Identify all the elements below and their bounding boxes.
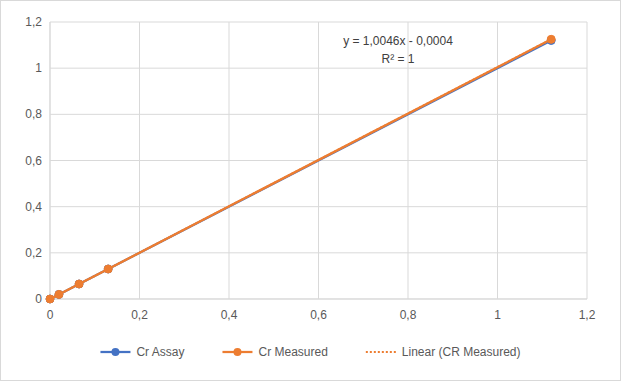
series-line	[50, 39, 551, 299]
y-tick-label: 0,6	[25, 154, 42, 168]
legend-marker	[111, 348, 119, 356]
x-tick-label: 0,2	[131, 308, 148, 322]
x-tick-label: 0,4	[221, 308, 238, 322]
y-tick-label: 0,4	[25, 200, 42, 214]
y-grid-line	[50, 68, 587, 69]
legend: Cr Assay Cr Measured Linear (CR Measured)	[100, 345, 520, 359]
chart-border	[1, 1, 621, 381]
y-tick-label: 1	[35, 61, 42, 75]
annotation: R² = 1	[381, 52, 414, 66]
series-marker	[55, 290, 63, 298]
legend-key	[366, 351, 396, 353]
axes: 0 0,2 0,4 0,6 0,8 1 1,2 0 0,2 0,4 0,6 0,8 1 1,2	[25, 15, 595, 322]
grid	[50, 22, 587, 299]
y-grid-line	[50, 252, 587, 253]
y-tick-label: 0,8	[25, 107, 42, 121]
x-tick-label: 0,8	[400, 308, 417, 322]
y-grid-line	[50, 114, 587, 115]
series-line	[50, 39, 551, 299]
y-tick-label: 0	[35, 292, 42, 306]
chart-svg: 0 0,2 0,4 0,6 0,8 1 1,2 0 0,2 0,4 0,6 0,8 1 1,2 y = 1,…	[0, 0, 621, 381]
legend-label: Cr Assay	[136, 345, 184, 359]
chart-container: 0 0,2 0,4 0,6 0,8 1 1,2 0 0,2 0,4 0,6 0,8 1 1,2 y = 1,…	[0, 0, 621, 381]
x-tick-label: 1,2	[579, 308, 596, 322]
x-tick-label: 1	[494, 308, 501, 322]
y-axis-line	[50, 22, 51, 299]
y-tick-label: 1,2	[25, 15, 42, 29]
x-axis-line	[50, 299, 587, 300]
legend-label: Cr Measured	[258, 345, 327, 359]
x-grid-line	[50, 22, 51, 299]
x-tick-label: 0	[47, 308, 54, 322]
legend-item: Linear (CR Measured)	[366, 345, 521, 359]
annotation: y = 1,0046x - 0,0004	[343, 34, 453, 48]
y-grid-line	[50, 299, 587, 300]
series-marker	[55, 290, 63, 298]
y-grid-line	[50, 206, 587, 207]
y-grid-line	[50, 22, 587, 23]
legend-item: Cr Measured	[222, 345, 327, 359]
plot-data	[46, 35, 555, 303]
legend-item: Cr Assay	[100, 345, 184, 359]
legend-label: Linear (CR Measured)	[402, 345, 521, 359]
x-tick-label: 0,6	[310, 308, 327, 322]
legend-marker	[233, 348, 241, 356]
y-tick-label: 0,2	[25, 246, 42, 260]
